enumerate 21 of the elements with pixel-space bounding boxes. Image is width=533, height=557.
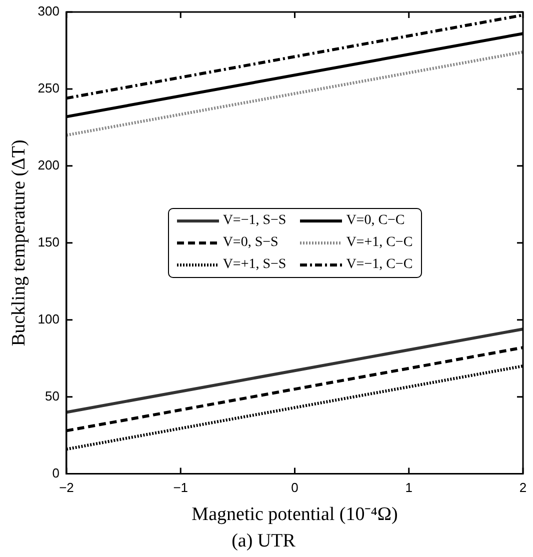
y-tick-label: 150 [38, 234, 60, 250]
x-axis-title: Magnetic potential (10⁻⁴Ω) [192, 504, 398, 525]
legend-label: V=+1, C−C [346, 234, 413, 251]
legend-label: V=0, C−C [346, 212, 405, 229]
y-axis-title: Buckling temperature (ΔT) [8, 140, 30, 346]
legend-label: V=−1, C−C [346, 256, 413, 273]
x-tick-label: 1 [405, 480, 412, 496]
y-tick-label: 250 [38, 80, 60, 96]
legend-label: V=0, S−S [222, 234, 278, 251]
x-tick-label: 2 [519, 480, 527, 496]
legend-label: V=−1, S−S [222, 212, 286, 229]
x-tick-label: −2 [59, 480, 74, 496]
y-tick-label: 100 [38, 311, 60, 326]
legend-label: V=+1, S−S [222, 256, 286, 273]
y-tick-label: 200 [38, 158, 60, 173]
y-tick-label: 300 [38, 4, 60, 19]
text: (a) UTR [232, 530, 296, 552]
x-tick-label: 0 [291, 480, 298, 496]
y-tick-label: 0 [52, 465, 60, 480]
x-tick-label: −1 [173, 480, 188, 496]
y-tick-label: 50 [45, 388, 60, 404]
